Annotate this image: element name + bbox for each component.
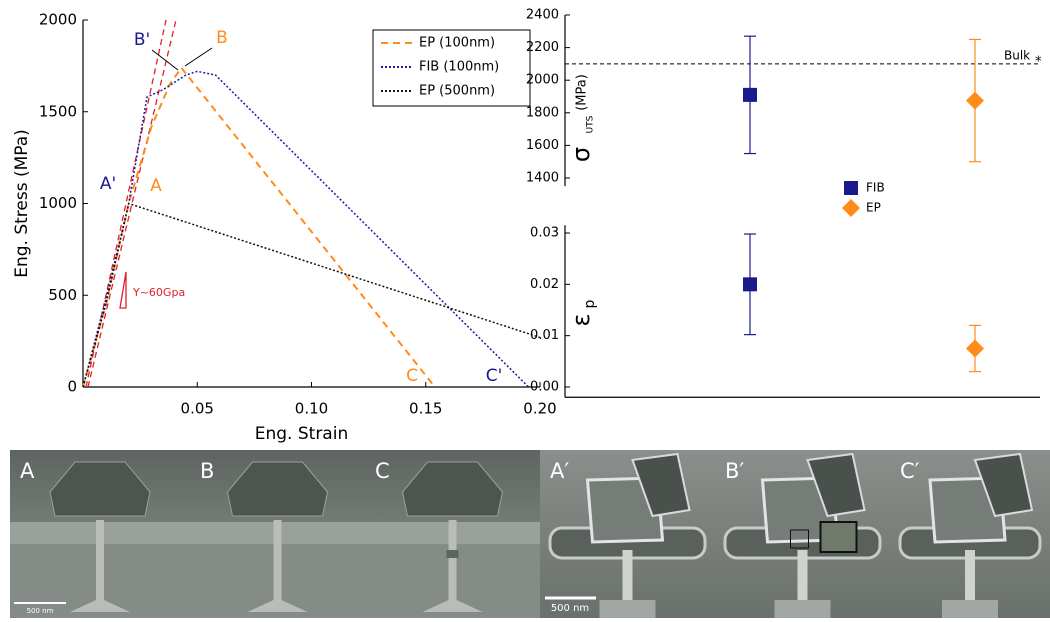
marker <box>966 339 984 358</box>
y-axis-label: UTS <box>586 115 596 133</box>
y-tick-label: 0.03 <box>530 226 559 241</box>
legend-label: EP (500nm) <box>419 84 495 99</box>
scale-bar-label: 500 nm <box>551 603 589 614</box>
y-axis-label: ε <box>567 314 595 327</box>
stem <box>622 550 633 605</box>
marker <box>842 199 860 217</box>
tilted-block <box>806 452 866 518</box>
annotation: C <box>406 366 418 386</box>
y-tick-label: 0 <box>67 378 77 396</box>
pointer <box>151 49 179 71</box>
tilted-block <box>973 452 1034 518</box>
y-axis-label: p <box>582 299 598 308</box>
y-tick-label: 1000 <box>39 194 77 212</box>
reference-label: Bulk <box>1004 48 1030 62</box>
series-line <box>82 66 436 388</box>
y-tick-label: 2000 <box>526 73 559 88</box>
y-axis-label: Eng. Stress (MPa) <box>12 129 32 278</box>
sem-images: A B C A′ B′ C′ 500 nm 500 nm <box>10 450 1050 618</box>
y-tick-label: 500 <box>48 286 77 304</box>
y-tick-label: 0.00 <box>530 380 559 395</box>
y-axis-label: (MPa) <box>575 74 590 111</box>
x-tick-label: 0.10 <box>295 400 328 418</box>
annotation: A' <box>100 174 116 194</box>
legend-label: FIB <box>866 181 885 195</box>
y-tick-label: 2200 <box>526 40 559 55</box>
legend-label: EP (100nm) <box>419 36 495 51</box>
lower-block <box>774 600 831 618</box>
inset <box>819 521 858 553</box>
y-tick-label: 1400 <box>526 171 559 186</box>
panel-label: C′ <box>900 459 920 483</box>
panel-label: B <box>200 459 214 483</box>
y-tick-label: 1600 <box>526 138 559 153</box>
annotation: Y~60Gpa <box>132 286 185 299</box>
modulus-triangle <box>119 271 127 309</box>
marker <box>743 277 757 292</box>
legend-label: EP <box>866 201 881 215</box>
series-line <box>82 70 530 388</box>
lower-block <box>599 600 656 618</box>
y-axis-label: σ <box>567 147 595 162</box>
annotation: A <box>150 176 162 196</box>
reference-sub: * <box>1035 54 1042 69</box>
panel-label: A′ <box>550 459 569 483</box>
y-tick-label: 0.02 <box>530 277 559 292</box>
pillar-cap <box>226 461 329 517</box>
y-tick-label: 2000 <box>39 11 77 29</box>
pillar-stem <box>247 520 308 612</box>
marker <box>743 87 757 102</box>
legend-label: FIB (100nm) <box>419 60 499 75</box>
pointer <box>184 47 213 67</box>
x-tick-label: 0.20 <box>523 400 556 418</box>
panel-label: C <box>375 459 390 483</box>
inset-box <box>790 529 809 549</box>
marker <box>966 91 984 110</box>
panel-label: A <box>20 459 35 483</box>
x-tick-label: 0.05 <box>181 400 214 418</box>
scale-bar-label: 500 nm <box>27 607 54 615</box>
stem <box>797 550 808 605</box>
y-tick-label: 0.01 <box>530 328 559 343</box>
x-tick-label: 0.15 <box>409 400 442 418</box>
modulus-guide <box>87 19 177 388</box>
fracture-gap <box>446 550 459 558</box>
tilted-block <box>631 452 691 518</box>
annotation: B <box>216 28 228 48</box>
y-tick-label: 2400 <box>526 8 559 23</box>
stem <box>965 550 975 605</box>
series-line <box>82 202 541 388</box>
panel-label: B′ <box>725 459 744 483</box>
y-tick-label: 1800 <box>526 105 559 120</box>
pillar-cap <box>401 461 504 517</box>
marker <box>844 181 858 195</box>
y-tick-label: 1500 <box>39 102 77 120</box>
annotation: C' <box>486 366 503 386</box>
pillar-cap <box>49 461 151 517</box>
annotation: B' <box>134 30 150 50</box>
lower-block <box>942 600 998 618</box>
pillar-stem <box>422 520 483 612</box>
x-axis-label: Eng. Strain <box>255 424 348 444</box>
pillar-stem <box>70 520 130 612</box>
